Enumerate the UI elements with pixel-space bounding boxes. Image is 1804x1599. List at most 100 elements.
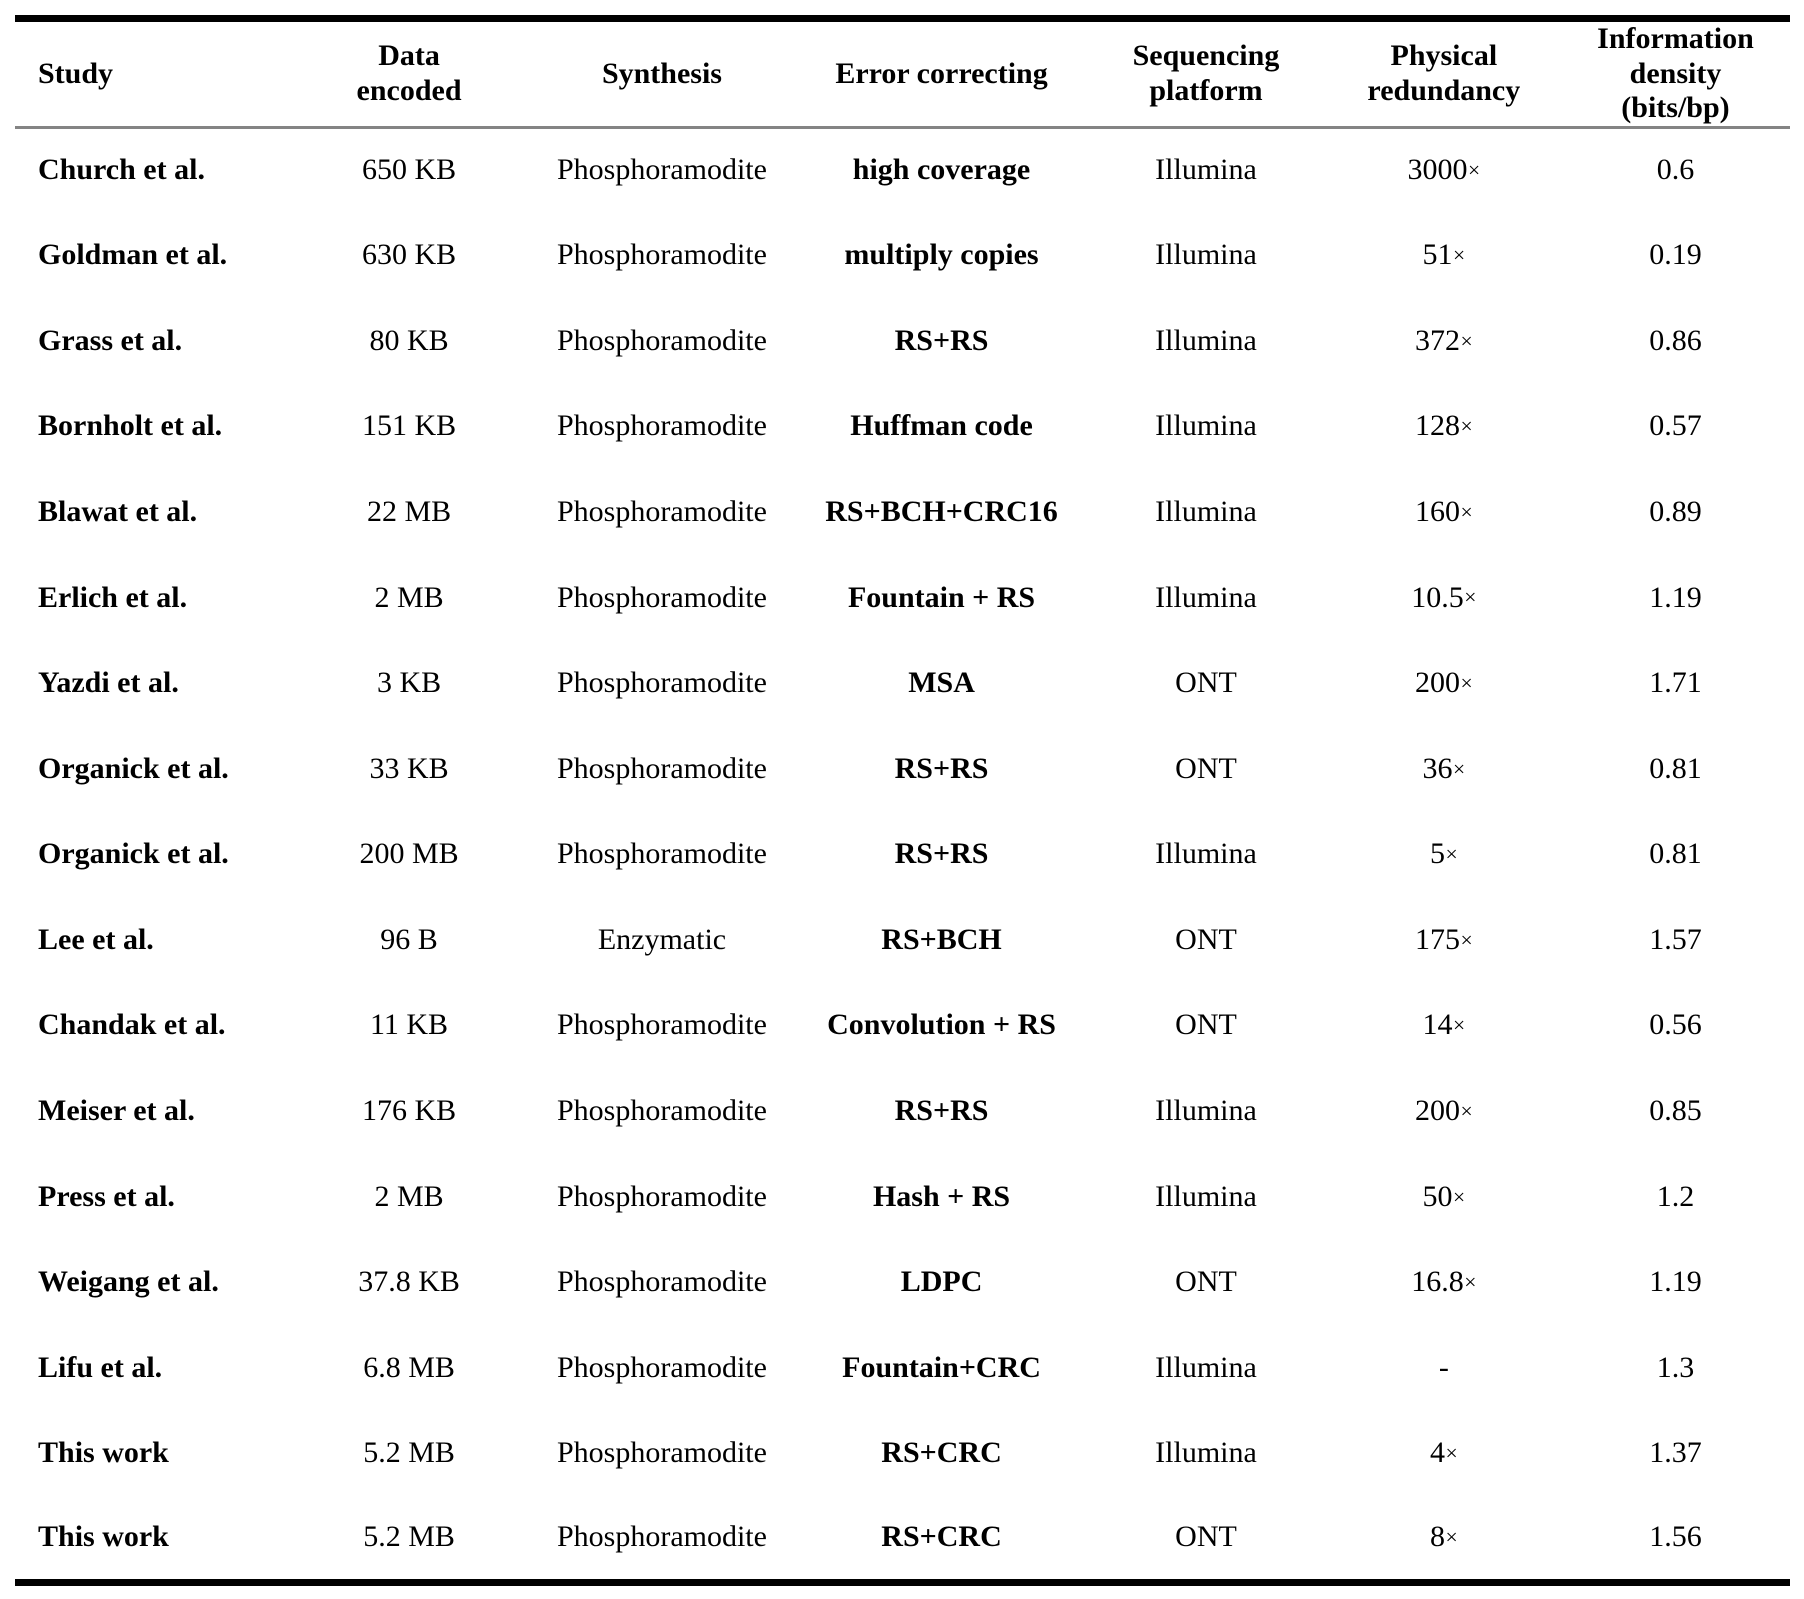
cell-error_correcting: Convolution + RS — [827, 1008, 1056, 1042]
cell-synthesis: Phosphoramodite — [556, 751, 767, 785]
cell-density: 0.86 — [1649, 323, 1702, 357]
cell-study: Blawat et al. — [38, 494, 198, 528]
cell-data_encoded: 22 MB — [366, 494, 452, 528]
table-row: Grass et al. 80 KB Phosphoramodite RS+RS Ill… — [15, 298, 1790, 384]
table-row: Blawat et al. 22 MB Phosphoramodite RS+BCH+… — [15, 469, 1790, 555]
cell-error_correcting: RS+CRC — [881, 1520, 1002, 1554]
cell-redundancy: 36× — [1422, 751, 1466, 785]
cell-platform: ONT — [1175, 666, 1237, 700]
cell-synthesis: Phosphoramodite — [556, 1179, 767, 1213]
cell-density: 0.81 — [1649, 751, 1702, 785]
table-row: Press et al. 2 MB Phosphoramodite Hash + RS… — [15, 1154, 1790, 1240]
multiplication-sign: × — [1464, 585, 1477, 610]
cell-error_correcting: Fountain+CRC — [842, 1350, 1041, 1384]
cell-platform: Illumina — [1155, 1436, 1257, 1470]
table-row: This work 5.2 MB Phosphoramodite RS+CRC Illu… — [15, 1411, 1790, 1497]
cell-error_correcting: multiply copies — [844, 238, 1039, 272]
multiplication-sign: × — [1460, 414, 1473, 439]
cell-platform: Illumina — [1155, 1094, 1257, 1128]
cell-redundancy: 200× — [1415, 1094, 1473, 1128]
table-row: Weigang et al. 37.8 KB Phosphoramodite LDPC… — [15, 1240, 1790, 1326]
cell-error_correcting: RS+BCH+CRC16 — [825, 494, 1058, 528]
cell-synthesis: Enzymatic — [597, 922, 727, 956]
table-row: Organick et al. 200 MB Phosphoramodite RS+R… — [15, 812, 1790, 898]
cell-density: 0.89 — [1649, 494, 1702, 528]
cell-redundancy: 50× — [1422, 1179, 1466, 1213]
cell-synthesis: Phosphoramodite — [556, 1350, 767, 1384]
cell-synthesis: Phosphoramodite — [556, 238, 767, 272]
column-header-label: Information density (bits/bp) — [1597, 22, 1754, 124]
cell-redundancy: 4× — [1430, 1436, 1458, 1470]
cell-study: This work — [38, 1436, 169, 1470]
cell-density: 0.19 — [1649, 238, 1702, 272]
table-header: Study Data encoded Synthesis Error correcti… — [15, 19, 1790, 128]
cell-study: Meiser et al. — [38, 1094, 195, 1128]
cell-data_encoded: 37.8 KB — [358, 1265, 460, 1299]
cell-error_correcting: RS+RS — [894, 751, 989, 785]
cell-synthesis: Phosphoramodite — [556, 409, 767, 443]
cell-error_correcting: Hash + RS — [872, 1179, 1011, 1213]
cell-platform: Illumina — [1155, 1350, 1257, 1384]
cell-error_correcting: high coverage — [852, 153, 1031, 187]
cell-data_encoded: 2 MB — [374, 1179, 444, 1213]
table-row: Goldman et al. 630 KB Phosphoramodite multi… — [15, 213, 1790, 299]
table-row: Church et al. 650 KB Phosphoramodite high c… — [15, 127, 1790, 213]
multiplication-sign: × — [1460, 499, 1473, 524]
table-row: Lifu et al. 6.8 MB Phosphoramodite Fountain… — [15, 1325, 1790, 1411]
cell-density: 1.3 — [1656, 1350, 1695, 1384]
cell-platform: Illumina — [1155, 580, 1257, 614]
header-row: Study Data encoded Synthesis Error correcti… — [15, 19, 1790, 128]
cell-redundancy: 200× — [1415, 666, 1473, 700]
cell-data_encoded: 33 KB — [369, 751, 449, 785]
cell-study: Grass et al. — [38, 323, 183, 357]
cell-error_correcting: Fountain + RS — [847, 580, 1036, 614]
cell-redundancy: 128× — [1415, 409, 1473, 443]
column-header-error_correcting: Error correcting — [798, 19, 1086, 128]
table-row: Lee et al. 96 B Enzymatic RS+BCH ONT 175× 1.57 — [15, 897, 1790, 983]
cell-study: Lee et al. — [38, 922, 154, 956]
cell-platform: ONT — [1175, 1520, 1237, 1554]
cell-data_encoded: 3 KB — [376, 666, 442, 700]
cell-density: 1.37 — [1649, 1436, 1702, 1470]
cell-study: Press et al. — [38, 1179, 175, 1213]
cell-study: Lifu et al. — [38, 1350, 163, 1384]
cell-error_correcting: Huffman code — [850, 409, 1033, 443]
cell-synthesis: Phosphoramodite — [556, 1436, 767, 1470]
cell-platform: Illumina — [1155, 837, 1257, 871]
table-row: Yazdi et al. 3 KB Phosphoramodite MSA ONT 200… — [15, 641, 1790, 727]
cell-data_encoded: 80 KB — [369, 323, 449, 357]
cell-synthesis: Phosphoramodite — [556, 494, 767, 528]
cell-density: 0.57 — [1649, 409, 1702, 443]
cell-data_encoded: 200 MB — [359, 837, 459, 871]
column-header-synthesis: Synthesis — [526, 19, 798, 128]
cell-study: This work — [38, 1520, 169, 1554]
cell-study: Goldman et al. — [38, 238, 228, 272]
cell-data_encoded: 2 MB — [374, 580, 444, 614]
cell-density: 1.19 — [1649, 580, 1702, 614]
cell-redundancy: 5× — [1430, 837, 1458, 871]
cell-platform: Illumina — [1155, 238, 1257, 272]
cell-error_correcting: MSA — [908, 666, 975, 700]
cell-density: 1.57 — [1649, 922, 1702, 956]
table-body: Church et al. 650 KB Phosphoramodite high c… — [15, 127, 1790, 1582]
cell-synthesis: Phosphoramodite — [556, 1008, 767, 1042]
cell-platform: Illumina — [1155, 323, 1257, 357]
cell-platform: Illumina — [1155, 494, 1257, 528]
cell-redundancy: 51× — [1422, 238, 1466, 272]
cell-study: Organick et al. — [38, 751, 229, 785]
cell-error_correcting: RS+RS — [894, 1094, 989, 1128]
multiplication-sign: × — [1460, 1098, 1473, 1123]
cell-study: Chandak et al. — [38, 1008, 226, 1042]
cell-data_encoded: 176 KB — [361, 1094, 457, 1128]
cell-data_encoded: 650 KB — [361, 153, 457, 187]
cell-redundancy: 372× — [1415, 323, 1473, 357]
column-header-label: Data encoded — [356, 39, 462, 107]
column-header-label: Sequencing platform — [1132, 39, 1280, 107]
cell-redundancy: 14× — [1422, 1008, 1466, 1042]
table-row: Meiser et al. 176 KB Phosphoramodite RS+RS I… — [15, 1069, 1790, 1155]
cell-platform: ONT — [1175, 751, 1237, 785]
dna-storage-comparison-table: Study Data encoded Synthesis Error correcti… — [15, 15, 1790, 1586]
cell-platform: Illumina — [1155, 153, 1257, 187]
cell-data_encoded: 6.8 MB — [363, 1350, 455, 1384]
column-header-density: Information density (bits/bp) — [1561, 19, 1790, 128]
